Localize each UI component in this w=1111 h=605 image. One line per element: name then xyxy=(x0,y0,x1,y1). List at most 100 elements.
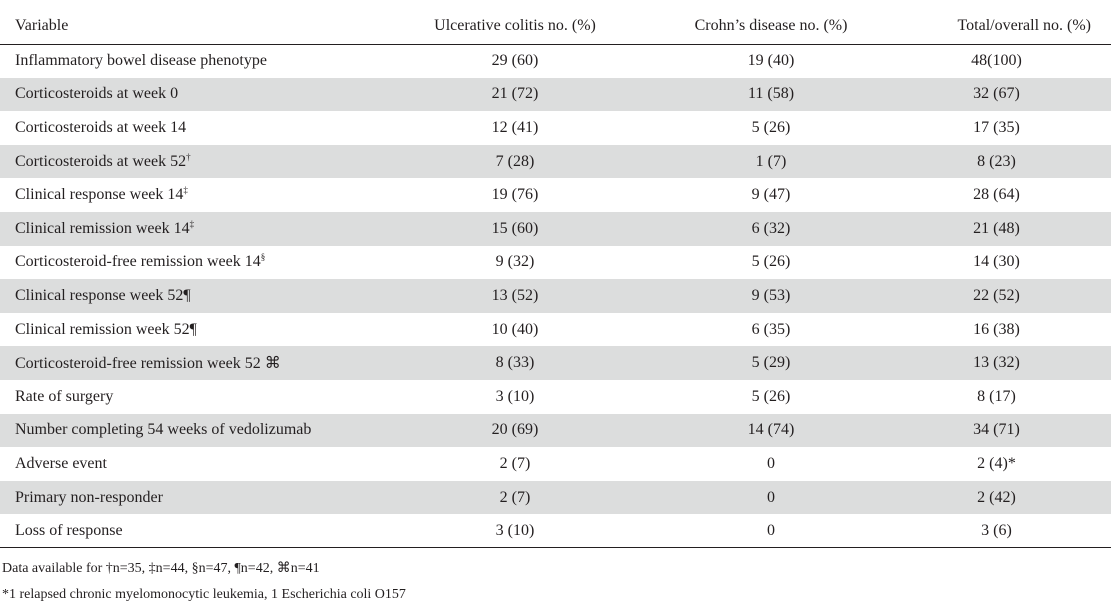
table-row: Clinical response week 52¶ 13 (52) 9 (53) 2… xyxy=(0,279,1111,313)
table-row: Corticosteroids at week 14 12 (41) 5 (26) 1… xyxy=(0,111,1111,145)
cell-crohns-disease: 19 (40) xyxy=(747,52,795,70)
cell-crohns-disease: 9 (53) xyxy=(751,286,791,304)
table-row: Clinical remission week 52¶ 10 (40) 6 (35)… xyxy=(0,313,1111,347)
cell-ulcerative-colitis: 15 (60) xyxy=(491,219,539,237)
footnote-adverse-events: *1 relapsed chronic myelomonocytic leuke… xyxy=(2,587,406,602)
table-row: Rate of surgery 3 (10) 5 (26) 8 (17) xyxy=(0,380,1111,414)
row-label-text: Clinical remission week 52¶ xyxy=(15,320,197,338)
row-label-text: Corticosteroids at week 52 xyxy=(15,152,187,170)
row-label: Corticosteroids at week 52† xyxy=(0,145,370,179)
footnote-mark: ‡ xyxy=(183,185,188,196)
cell-total: 8 (23) xyxy=(977,152,1016,170)
row-label-text: Clinical response week 52¶ xyxy=(15,286,191,304)
table-row: Clinical response week 14‡ 19 (76) 9 (47) 2… xyxy=(0,178,1111,212)
cell-crohns-disease: 6 (35) xyxy=(751,320,791,338)
footnote-data-availability: Data available for †n=35, ‡n=44, §n=47, … xyxy=(2,561,320,576)
cell-total: 2 (42) xyxy=(977,488,1016,506)
row-label-text: Clinical response week 14 xyxy=(15,186,184,204)
cell-crohns-disease: 0 xyxy=(767,488,775,506)
cell-crohns-disease: 5 (26) xyxy=(751,387,791,405)
table-row: Corticosteroid-free remission week 52 ⌘ 8… xyxy=(0,346,1111,380)
cell-crohns-disease: 0 xyxy=(660,514,882,549)
row-label: Corticosteroid-free remission week 52 ⌘ xyxy=(0,346,370,380)
table-row: Clinical remission week 14‡ 15 (60) 6 (32)… xyxy=(0,211,1111,246)
cell-ulcerative-colitis: 8 (33) xyxy=(495,354,535,372)
cell-total: 16 (38) xyxy=(973,320,1020,338)
cell-ulcerative-colitis: 10 (40) xyxy=(491,320,539,338)
row-label-text: Clinical remission week 14 xyxy=(15,219,190,237)
row-label-text: Adverse event xyxy=(15,454,107,472)
cell-total: 48(100) xyxy=(971,52,1022,70)
row-label: Adverse event xyxy=(0,447,370,481)
header-variable: Variable xyxy=(0,9,370,45)
cell-crohns-disease: 5 (26) xyxy=(751,118,791,136)
cell-total: 21 (48) xyxy=(973,219,1020,237)
table-row: Number completing 54 weeks of vedolizuma… xyxy=(0,413,1111,448)
row-label-text: Number completing 54 weeks of vedolizuma… xyxy=(15,421,312,439)
cell-ulcerative-colitis: 21 (72) xyxy=(491,85,539,103)
cell-ulcerative-colitis: 29 (60) xyxy=(491,52,539,70)
cell-ulcerative-colitis: 3 (10) xyxy=(370,514,660,549)
row-label-text: Corticosteroid-free remission week 14 xyxy=(15,253,261,271)
cell-crohns-disease: 9 (47) xyxy=(751,186,791,204)
cell-crohns-disease: 1 (7) xyxy=(755,152,787,170)
cell-ulcerative-colitis: 7 (28) xyxy=(495,152,535,170)
cell-total: 3 (6) xyxy=(882,514,1111,549)
table-header-row: Variable Ulcerative colitis no. (%) Croh… xyxy=(0,9,1111,45)
cell-total: 8 (17) xyxy=(977,387,1016,405)
footnote-mark: § xyxy=(260,252,266,263)
row-label-text: Loss of response xyxy=(15,521,123,539)
table-body: Inflammatory bowel disease phenotype 29 (… xyxy=(0,44,1111,549)
cell-ulcerative-colitis: 12 (41) xyxy=(491,118,539,136)
header-total: Total/overall no. (%) xyxy=(882,9,1111,45)
cell-total: 14 (30) xyxy=(973,253,1020,271)
table-row: Corticosteroids at week 52† 7 (28) 1 (7) 8 … xyxy=(0,144,1111,179)
table-row: Adverse event 2 (7) 0 2 (4)* xyxy=(0,447,1111,481)
cell-crohns-disease: 0 xyxy=(767,454,775,472)
table-row: Corticosteroids at week 0 21 (72) 11 (58) 3… xyxy=(0,77,1111,112)
row-label: Clinical response week 52¶ xyxy=(0,279,370,313)
cell-crohns-disease: 6 (32) xyxy=(751,219,791,237)
cell-ulcerative-colitis: 2 (7) xyxy=(499,454,531,472)
cell-ulcerative-colitis: 3 (10) xyxy=(495,387,535,405)
cell-ulcerative-colitis: 9 (32) xyxy=(495,253,535,271)
row-label: Clinical remission week 52¶ xyxy=(0,313,370,347)
cell-crohns-disease: 14 (74) xyxy=(747,421,795,439)
cell-total: 22 (52) xyxy=(973,286,1020,304)
row-label: Corticosteroid-free remission week 14§ xyxy=(0,246,370,280)
row-label: Clinical response week 14‡ xyxy=(0,178,370,212)
cell-crohns-disease: 5 (26) xyxy=(751,253,791,271)
table-row: Loss of response 3 (10) 0 3 (6) xyxy=(0,514,1111,549)
row-label-text: Primary non-responder xyxy=(15,488,163,506)
cell-ulcerative-colitis: 2 (7) xyxy=(499,488,531,506)
row-label: Number completing 54 weeks of vedolizuma… xyxy=(0,414,370,448)
table-row: Primary non-responder 2 (7) 0 2 (42) xyxy=(0,480,1111,515)
cell-total: 2 (4)* xyxy=(977,454,1016,472)
header-ulcerative-colitis: Ulcerative colitis no. (%) xyxy=(370,9,660,45)
row-label-text: Corticosteroids at week 0 xyxy=(15,85,179,103)
cell-ulcerative-colitis: 20 (69) xyxy=(491,421,539,439)
table-row: Inflammatory bowel disease phenotype 29 (… xyxy=(0,44,1111,78)
cell-ulcerative-colitis: 19 (76) xyxy=(491,186,539,204)
cell-total: 13 (32) xyxy=(973,354,1020,372)
results-table: Variable Ulcerative colitis no. (%) Croh… xyxy=(0,9,1111,549)
row-label: Corticosteroids at week 14 xyxy=(0,111,370,145)
cell-total: 34 (71) xyxy=(973,421,1020,439)
row-label-text: Inflammatory bowel disease phenotype xyxy=(15,52,267,70)
header-crohns-disease: Crohn’s disease no. (%) xyxy=(660,9,882,45)
cell-total: 17 (35) xyxy=(973,118,1020,136)
row-label: Rate of surgery xyxy=(0,380,370,414)
cell-crohns-disease: 11 (58) xyxy=(747,85,795,103)
row-label: Inflammatory bowel disease phenotype xyxy=(0,44,370,78)
row-label: Corticosteroids at week 0 xyxy=(0,78,370,112)
footnote-mark: ‡ xyxy=(189,218,195,229)
row-label: Loss of response xyxy=(0,514,370,549)
row-label-text: Rate of surgery xyxy=(15,387,114,405)
cell-ulcerative-colitis: 13 (52) xyxy=(491,286,539,304)
cell-crohns-disease: 5 (29) xyxy=(751,354,791,372)
cell-total: 28 (64) xyxy=(973,186,1020,204)
footnote-mark: † xyxy=(186,151,191,162)
row-label: Primary non-responder xyxy=(0,481,370,515)
row-label-text: Corticosteroids at week 14 xyxy=(15,118,187,136)
